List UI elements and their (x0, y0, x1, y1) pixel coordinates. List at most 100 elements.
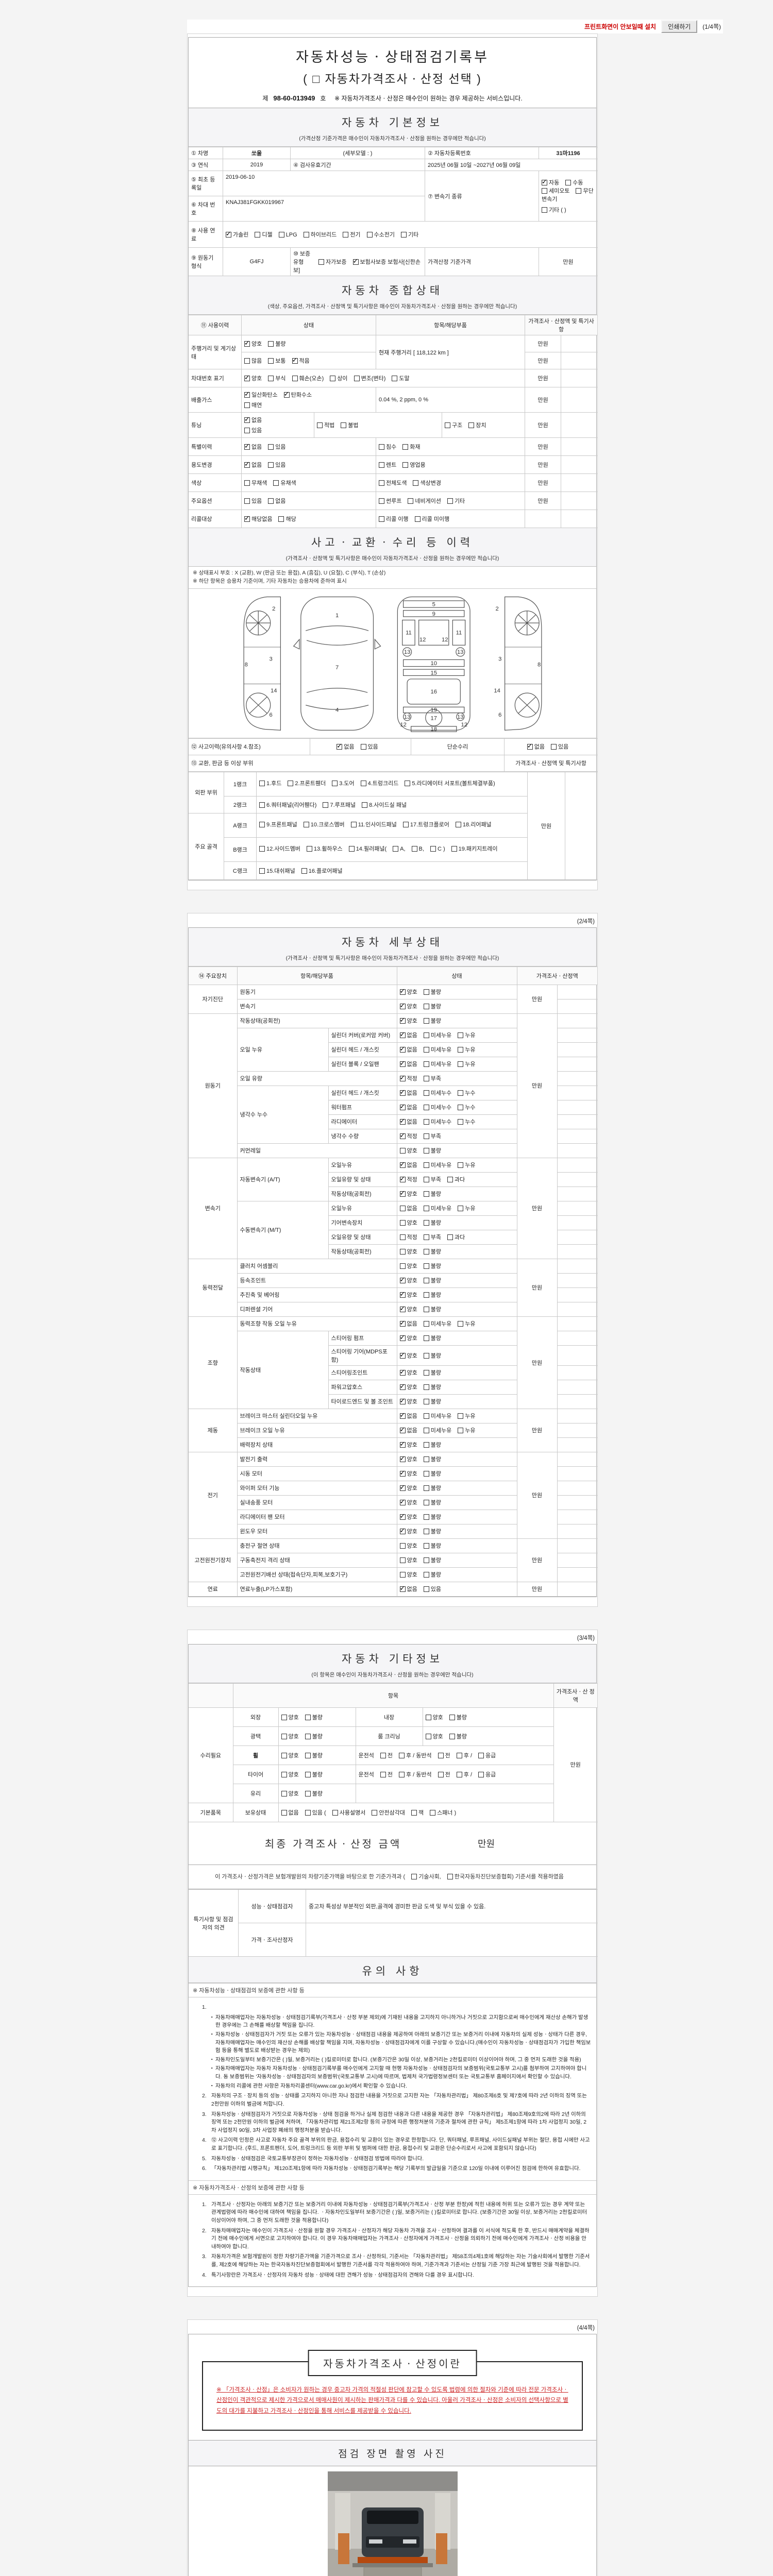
checkbox[interactable] (399, 1117, 406, 1125)
checkbox[interactable] (305, 1733, 311, 1739)
checkbox[interactable] (423, 1586, 429, 1592)
checkbox[interactable] (423, 1413, 429, 1419)
checkbox[interactable] (301, 868, 307, 874)
checkbox[interactable] (423, 1384, 429, 1390)
checkbox[interactable] (318, 259, 325, 265)
checkbox[interactable] (423, 1500, 429, 1505)
checkbox[interactable] (423, 1061, 429, 1067)
checkbox[interactable] (341, 422, 347, 428)
checkbox[interactable] (411, 845, 417, 852)
checkbox[interactable] (305, 1752, 311, 1758)
checkbox[interactable] (400, 232, 407, 238)
checkbox[interactable] (379, 444, 384, 450)
checkbox[interactable] (255, 232, 261, 238)
checkbox[interactable] (399, 1016, 406, 1024)
checkbox[interactable] (288, 780, 294, 786)
checkbox[interactable] (305, 1771, 311, 1777)
checkbox[interactable] (414, 516, 421, 522)
checkbox[interactable] (423, 1514, 429, 1520)
checkbox[interactable] (413, 480, 419, 486)
checkbox[interactable] (303, 821, 309, 827)
checkbox[interactable] (458, 1428, 464, 1433)
checkbox[interactable] (447, 1873, 453, 1879)
checkbox[interactable] (423, 1119, 429, 1125)
checkbox[interactable] (423, 1399, 429, 1404)
checkbox[interactable] (399, 1527, 406, 1535)
checkbox[interactable] (330, 376, 336, 381)
checkbox[interactable] (366, 232, 373, 238)
checkbox[interactable] (244, 339, 250, 347)
checkbox[interactable] (244, 390, 250, 398)
checkbox[interactable] (423, 1004, 429, 1009)
checkbox[interactable] (456, 1771, 462, 1777)
checkbox[interactable] (447, 498, 453, 504)
checkbox[interactable] (423, 1307, 429, 1312)
checkbox[interactable] (399, 1368, 406, 1376)
checkbox[interactable] (411, 1809, 417, 1816)
checkbox[interactable] (423, 1557, 429, 1563)
checkbox[interactable] (268, 376, 274, 381)
checkbox[interactable] (281, 1752, 287, 1758)
checkbox[interactable] (430, 845, 436, 852)
checkbox[interactable] (259, 780, 265, 786)
checkbox[interactable] (244, 428, 250, 433)
checkbox[interactable] (399, 1572, 406, 1578)
checkbox[interactable] (423, 1335, 429, 1341)
checkbox[interactable] (399, 1584, 406, 1592)
checkbox[interactable] (303, 232, 309, 238)
checkbox[interactable] (244, 480, 250, 486)
checkbox[interactable] (458, 1321, 464, 1327)
checkbox[interactable] (408, 498, 414, 504)
checkbox[interactable] (281, 1714, 287, 1720)
checkbox[interactable] (423, 1133, 429, 1139)
checkbox[interactable] (423, 1352, 429, 1359)
checkbox[interactable] (399, 1397, 406, 1405)
checkbox[interactable] (423, 1018, 429, 1024)
checkbox[interactable] (423, 1292, 429, 1298)
print-button[interactable]: 인쇄하기 (661, 20, 698, 33)
checkbox[interactable] (430, 1809, 436, 1816)
checkbox[interactable] (259, 802, 265, 808)
checkbox[interactable] (268, 444, 274, 450)
checkbox[interactable] (542, 207, 547, 213)
checkbox[interactable] (551, 744, 557, 750)
checkbox[interactable] (268, 358, 274, 364)
checkbox[interactable] (423, 1428, 429, 1433)
checkbox[interactable] (281, 1733, 287, 1739)
checkbox[interactable] (399, 1483, 406, 1492)
checkbox[interactable] (399, 1333, 406, 1342)
checkbox[interactable] (399, 987, 406, 995)
checkbox[interactable] (332, 780, 338, 786)
checkbox[interactable] (423, 1456, 429, 1462)
checkbox[interactable] (399, 1045, 406, 1053)
checkbox[interactable] (423, 1543, 429, 1549)
checkbox[interactable] (244, 460, 250, 468)
checkbox[interactable] (458, 1413, 464, 1419)
checkbox[interactable] (399, 1175, 406, 1183)
checkbox[interactable] (268, 462, 274, 468)
checkbox[interactable] (399, 1771, 405, 1777)
checkbox[interactable] (458, 1206, 464, 1211)
checkbox[interactable] (379, 462, 384, 468)
checkbox[interactable] (362, 802, 368, 808)
checkbox[interactable] (423, 1485, 429, 1491)
checkbox[interactable] (399, 1752, 405, 1758)
checkbox[interactable] (337, 742, 343, 750)
checkbox[interactable] (402, 462, 409, 468)
checkbox[interactable] (399, 1263, 406, 1269)
checkbox[interactable] (468, 422, 475, 428)
checkbox[interactable] (423, 1263, 429, 1269)
checkbox[interactable] (399, 1220, 406, 1226)
checkbox[interactable] (259, 821, 265, 827)
checkbox[interactable] (259, 868, 265, 874)
checkbox[interactable] (399, 1411, 406, 1419)
checkbox[interactable] (399, 1351, 406, 1359)
checkbox[interactable] (278, 516, 284, 522)
checkbox[interactable] (399, 1382, 406, 1391)
checkbox[interactable] (244, 415, 250, 423)
checkbox[interactable] (399, 1469, 406, 1477)
checkbox[interactable] (372, 1809, 378, 1816)
checkbox[interactable] (399, 1002, 406, 1010)
checkbox[interactable] (273, 480, 279, 486)
checkbox[interactable] (244, 514, 250, 522)
